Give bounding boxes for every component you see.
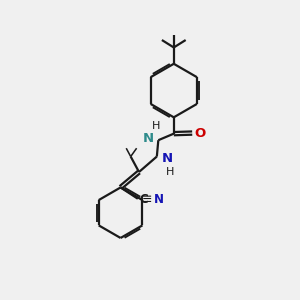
Text: N: N bbox=[162, 152, 173, 165]
Text: H: H bbox=[166, 167, 174, 177]
Text: N: N bbox=[154, 193, 164, 206]
Text: O: O bbox=[195, 127, 206, 140]
Text: N: N bbox=[143, 132, 154, 145]
Text: H: H bbox=[152, 121, 160, 131]
Text: C: C bbox=[139, 193, 148, 206]
Text: ≡: ≡ bbox=[142, 193, 153, 206]
